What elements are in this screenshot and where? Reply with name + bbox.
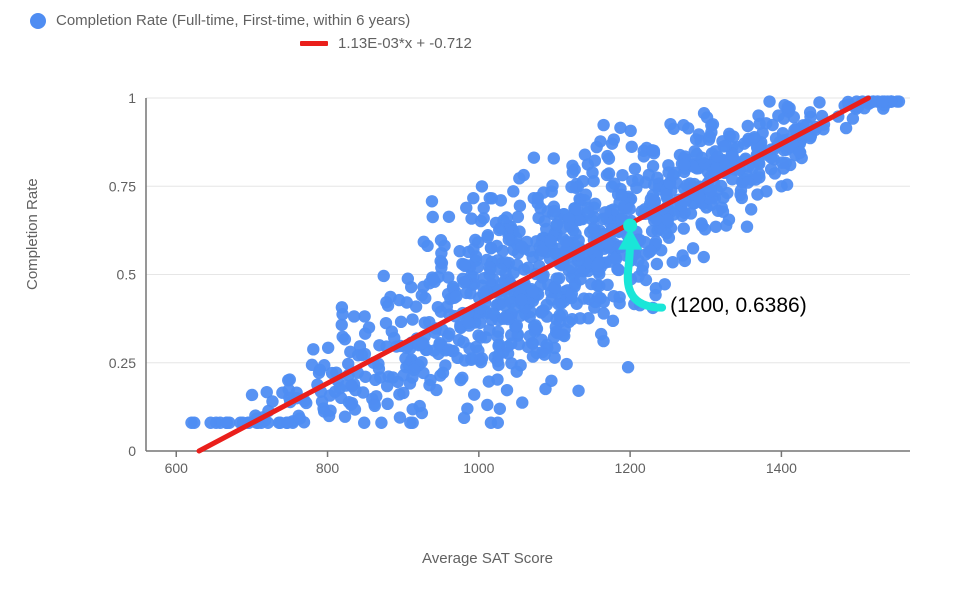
- svg-text:1400: 1400: [766, 460, 797, 476]
- svg-text:1200: 1200: [615, 460, 646, 476]
- svg-text:0: 0: [128, 443, 136, 459]
- x-axis-label: Average SAT Score: [0, 550, 975, 567]
- svg-text:1: 1: [128, 90, 136, 106]
- svg-text:0.75: 0.75: [109, 178, 136, 194]
- annotation-point: [623, 219, 637, 233]
- legend-trendline-label: 1.13E-03*x + -0.712: [338, 35, 472, 52]
- scatter-points: [185, 95, 905, 429]
- legend-series-label: Completion Rate (Full-time, First-time, …: [56, 12, 410, 29]
- y-axis-label: Completion Rate: [24, 178, 41, 290]
- svg-text:600: 600: [165, 460, 189, 476]
- scatter-plot: 0 0.25 0.5 0.75 1 600 800 1000 1200 1400: [100, 90, 920, 485]
- svg-text:800: 800: [316, 460, 340, 476]
- legend-trendline: 1.13E-03*x + -0.712: [300, 35, 472, 52]
- legend-series: Completion Rate (Full-time, First-time, …: [30, 12, 472, 29]
- legend: Completion Rate (Full-time, First-time, …: [30, 12, 472, 52]
- svg-text:0.5: 0.5: [117, 267, 137, 283]
- svg-text:0.25: 0.25: [109, 355, 136, 371]
- trendline-swatch-icon: [300, 41, 328, 46]
- annotation-label: (1200, 0.6386): [670, 294, 807, 318]
- svg-text:1000: 1000: [463, 460, 494, 476]
- plot-area: 0 0.25 0.5 0.75 1 600 800 1000 1200 1400: [100, 90, 920, 485]
- series-swatch-icon: [30, 13, 46, 29]
